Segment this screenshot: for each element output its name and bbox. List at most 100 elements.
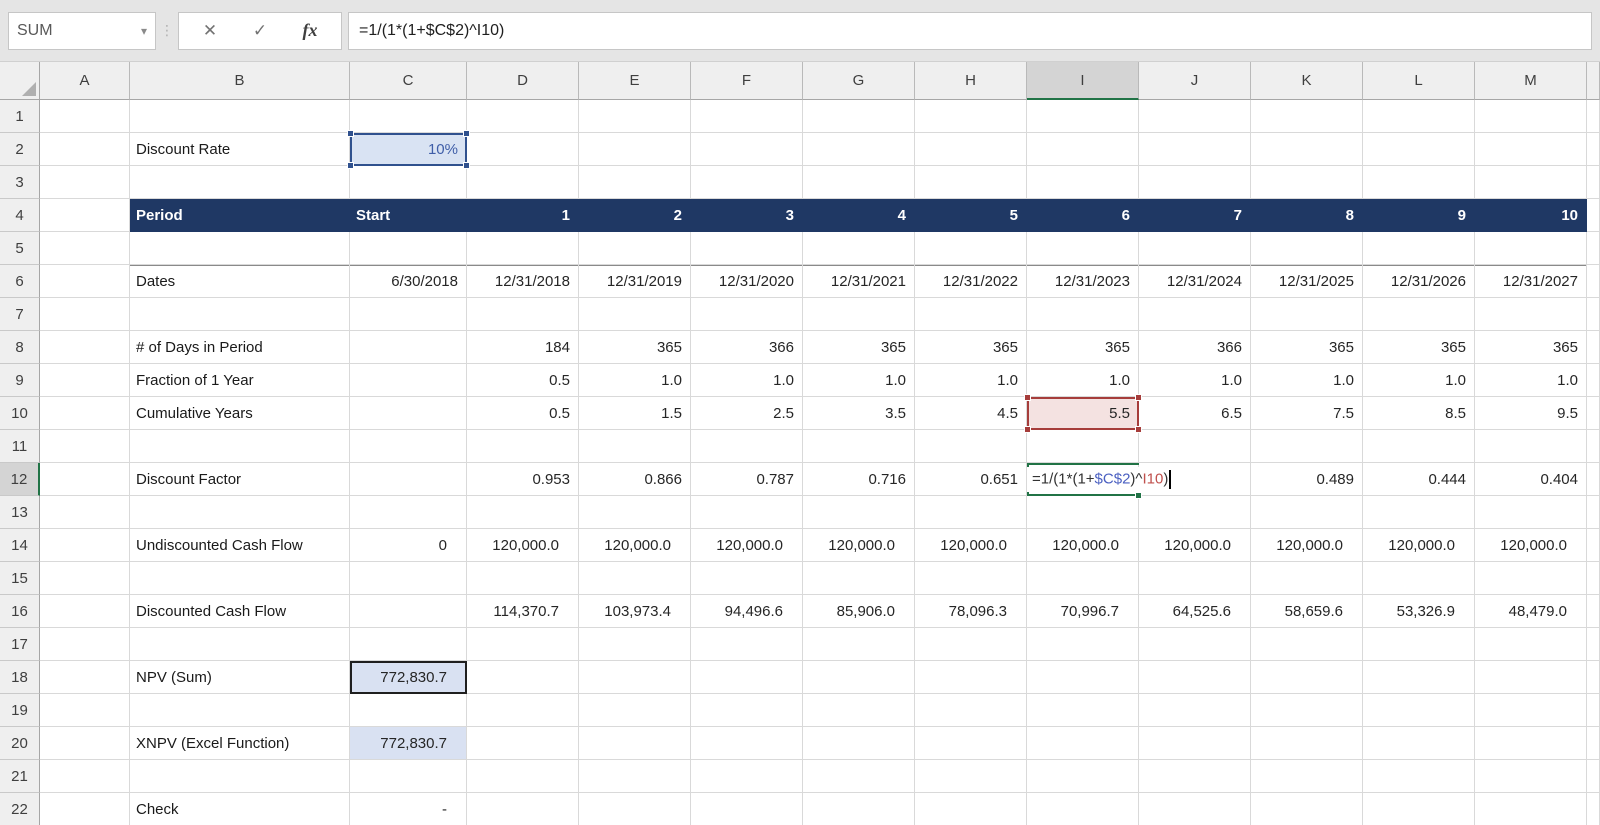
cell-I16[interactable]: 70,996.7 — [1027, 595, 1139, 628]
cell-K2[interactable] — [1251, 133, 1363, 166]
cell-I8[interactable]: 365 — [1027, 331, 1139, 364]
cell-K10[interactable]: 7.5 — [1251, 397, 1363, 430]
cell-G5[interactable] — [803, 232, 915, 265]
cell-F22[interactable] — [691, 793, 803, 825]
cell-D14[interactable]: 120,000.0 — [467, 529, 579, 562]
row-header-13[interactable]: 13 — [0, 496, 40, 529]
col-header-M[interactable]: M — [1475, 62, 1587, 100]
cell-A14[interactable] — [40, 529, 130, 562]
cell-E19[interactable] — [579, 694, 691, 727]
cell-I9[interactable]: 1.0 — [1027, 364, 1139, 397]
cell-M5[interactable] — [1475, 232, 1587, 265]
cell-B4[interactable]: Period — [130, 199, 350, 232]
cell-H3[interactable] — [915, 166, 1027, 199]
cell-B20[interactable]: XNPV (Excel Function) — [130, 727, 350, 760]
cell-M8[interactable]: 365 — [1475, 331, 1587, 364]
col-header-G[interactable]: G — [803, 62, 915, 100]
cell-I12[interactable]: =1/(1*(1+$C$2)^I10) — [1027, 463, 1175, 499]
cell-E12[interactable]: 0.866 — [579, 463, 691, 496]
cell-D13[interactable] — [467, 496, 579, 529]
cell-I13[interactable] — [1027, 496, 1139, 529]
cell-F10[interactable]: 2.5 — [691, 397, 803, 430]
col-header-I[interactable]: I — [1027, 62, 1139, 100]
cell-K5[interactable] — [1251, 232, 1363, 265]
cell-C19[interactable] — [350, 694, 467, 727]
cell-L15[interactable] — [1363, 562, 1475, 595]
cell-A17[interactable] — [40, 628, 130, 661]
cell-K12[interactable]: 0.489 — [1251, 463, 1363, 496]
cell-L12[interactable]: 0.444 — [1363, 463, 1475, 496]
cell-H16[interactable]: 78,096.3 — [915, 595, 1027, 628]
cell-A18[interactable] — [40, 661, 130, 694]
cell-L13[interactable] — [1363, 496, 1475, 529]
cell-L18[interactable] — [1363, 661, 1475, 694]
cell-I6[interactable]: 12/31/2023 — [1027, 265, 1139, 298]
cell-G17[interactable] — [803, 628, 915, 661]
cell-A8[interactable] — [40, 331, 130, 364]
cell-C17[interactable] — [350, 628, 467, 661]
select-all-button[interactable] — [0, 62, 40, 100]
cell-K17[interactable] — [1251, 628, 1363, 661]
cell-A2[interactable] — [40, 133, 130, 166]
cell-B13[interactable] — [130, 496, 350, 529]
cell-H22[interactable] — [915, 793, 1027, 825]
cell-J2[interactable] — [1139, 133, 1251, 166]
cell-E7[interactable] — [579, 298, 691, 331]
col-header-C[interactable]: C — [350, 62, 467, 100]
cell-A12[interactable] — [40, 463, 130, 496]
cell-I17[interactable] — [1027, 628, 1139, 661]
cell-B16[interactable]: Discounted Cash Flow — [130, 595, 350, 628]
cell-J1[interactable] — [1139, 100, 1251, 133]
cell-L2[interactable] — [1363, 133, 1475, 166]
cell-A3[interactable] — [40, 166, 130, 199]
cell-J13[interactable] — [1139, 496, 1251, 529]
cell-E14[interactable]: 120,000.0 — [579, 529, 691, 562]
row-header-9[interactable]: 9 — [0, 364, 40, 397]
cell-F5[interactable] — [691, 232, 803, 265]
cell-D8[interactable]: 184 — [467, 331, 579, 364]
cell-J22[interactable] — [1139, 793, 1251, 825]
cell-F21[interactable] — [691, 760, 803, 793]
cell-D18[interactable] — [467, 661, 579, 694]
cell-D5[interactable] — [467, 232, 579, 265]
cell-F11[interactable] — [691, 430, 803, 463]
formula-input[interactable]: =1/(1*(1+$C$2)^I10) — [348, 11, 1592, 50]
cell-F15[interactable] — [691, 562, 803, 595]
row-header-5[interactable]: 5 — [0, 232, 40, 265]
cell-F19[interactable] — [691, 694, 803, 727]
cell-C20[interactable]: 772,830.7 — [350, 727, 467, 760]
cell-J4[interactable]: 7 — [1139, 199, 1251, 232]
cell-M18[interactable] — [1475, 661, 1587, 694]
col-header-B[interactable]: B — [130, 62, 350, 100]
cell-L6[interactable]: 12/31/2026 — [1363, 265, 1475, 298]
cell-A6[interactable] — [40, 265, 130, 298]
cell-M7[interactable] — [1475, 298, 1587, 331]
cell-L22[interactable] — [1363, 793, 1475, 825]
cell-D4[interactable]: 1 — [467, 199, 579, 232]
cell-K19[interactable] — [1251, 694, 1363, 727]
cell-J3[interactable] — [1139, 166, 1251, 199]
cell-E11[interactable] — [579, 430, 691, 463]
cell-F16[interactable]: 94,496.6 — [691, 595, 803, 628]
cell-G4[interactable]: 4 — [803, 199, 915, 232]
cell-A15[interactable] — [40, 562, 130, 595]
row-header-21[interactable]: 21 — [0, 760, 40, 793]
cell-E15[interactable] — [579, 562, 691, 595]
cell-K8[interactable]: 365 — [1251, 331, 1363, 364]
cell-J18[interactable] — [1139, 661, 1251, 694]
cell-K22[interactable] — [1251, 793, 1363, 825]
cell-D1[interactable] — [467, 100, 579, 133]
row-header-6[interactable]: 6 — [0, 265, 40, 298]
cell-H12[interactable]: 0.651 — [915, 463, 1027, 496]
cell-A11[interactable] — [40, 430, 130, 463]
cell-M9[interactable]: 1.0 — [1475, 364, 1587, 397]
cell-C13[interactable] — [350, 496, 467, 529]
cell-H9[interactable]: 1.0 — [915, 364, 1027, 397]
cell-H2[interactable] — [915, 133, 1027, 166]
cell-J15[interactable] — [1139, 562, 1251, 595]
cell-G2[interactable] — [803, 133, 915, 166]
cell-H14[interactable]: 120,000.0 — [915, 529, 1027, 562]
cell-K20[interactable] — [1251, 727, 1363, 760]
col-header-K[interactable]: K — [1251, 62, 1363, 100]
cell-E21[interactable] — [579, 760, 691, 793]
